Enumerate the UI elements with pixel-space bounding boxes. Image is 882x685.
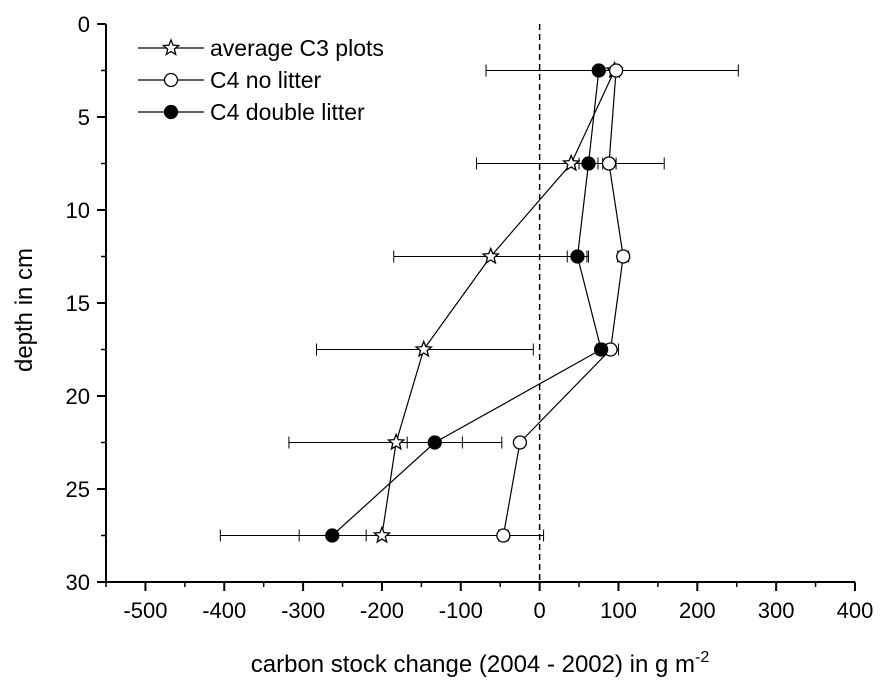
series-line <box>502 70 624 536</box>
x-axis-label: carbon stock change (2004 - 2002) in g m… <box>251 649 710 678</box>
y-tick-label: 20 <box>66 384 90 409</box>
data-point <box>591 63 606 78</box>
x-axis-label-superscript: -2 <box>695 649 709 666</box>
x-tick-label: 200 <box>679 598 716 623</box>
y-tick-label: 0 <box>78 12 90 37</box>
series-line <box>331 70 602 536</box>
x-axis-label-text: carbon stock change (2004 - 2002) in g m <box>251 651 695 678</box>
series-0-lines <box>219 70 665 542</box>
x-tick-label: 300 <box>758 598 795 623</box>
y-axis-label: depth in cm <box>11 248 38 372</box>
data-point <box>325 528 340 543</box>
y-tick-label: 5 <box>78 105 90 130</box>
data-point <box>414 339 434 358</box>
x-tick-label: -400 <box>202 598 246 623</box>
legend-label: C4 no litter <box>210 67 322 93</box>
y-tick-label: 15 <box>66 291 90 316</box>
data-point <box>481 246 501 265</box>
y-tick-label: 10 <box>66 198 90 223</box>
data-point <box>427 435 442 450</box>
data-point <box>372 525 392 544</box>
data-point <box>608 63 624 78</box>
legend-label: C4 double litter <box>210 99 365 125</box>
legend-marker <box>163 104 179 120</box>
series-line <box>381 70 616 536</box>
x-tick-label: -200 <box>360 598 404 623</box>
series-1-markers <box>496 63 631 543</box>
data-point <box>561 153 581 172</box>
data-point <box>386 432 406 451</box>
data-point <box>616 249 631 264</box>
series-2-markers <box>325 63 609 543</box>
legend-label: average C3 plots <box>210 35 384 61</box>
x-tick-label: -100 <box>439 598 483 623</box>
data-point <box>581 156 596 171</box>
x-tick-label: -500 <box>123 598 167 623</box>
data-point <box>512 435 528 450</box>
x-axis: -500 -400 -300 -200 -100 0 100 200 300 400 <box>105 582 874 623</box>
data-point <box>570 249 585 264</box>
data-point <box>496 528 511 543</box>
x-tick-label: 400 <box>837 598 874 623</box>
data-point <box>593 342 609 357</box>
x-tick-label: -300 <box>281 598 325 623</box>
data-point <box>601 156 617 171</box>
y-axis: 0 5 10 15 20 25 30 <box>66 12 106 595</box>
legend-marker <box>163 72 179 88</box>
legend-marker <box>161 38 181 56</box>
series-1-lines <box>498 70 630 542</box>
x-tick-label: 100 <box>600 598 637 623</box>
y-tick-label: 25 <box>66 477 90 502</box>
series-layer <box>219 60 739 544</box>
series-2-lines <box>298 64 739 542</box>
legend: average C3 plots C4 no litter C4 double li… <box>138 35 384 125</box>
y-tick-label: 30 <box>66 570 90 595</box>
x-tick-label: 0 <box>534 598 546 623</box>
